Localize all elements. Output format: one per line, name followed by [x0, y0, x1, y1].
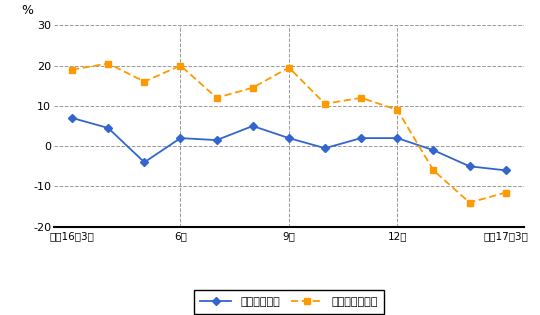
所定外労働時間 — [213, 96, 220, 100]
総実労働時間 — [105, 126, 111, 130]
所定外労働時間 — [249, 86, 256, 89]
所定外労働時間 — [69, 68, 75, 72]
総実労働時間 — [358, 136, 365, 140]
総実労働時間 — [430, 148, 437, 152]
Text: %: % — [21, 4, 33, 17]
総実労働時間 — [394, 136, 401, 140]
所定外労働時間 — [286, 66, 292, 69]
所定外労働時間 — [177, 64, 184, 67]
総実労働時間 — [249, 124, 256, 128]
Legend: 総実労働時間, 所定外労働時間: 総実労働時間, 所定外労働時間 — [194, 290, 384, 314]
所定外労働時間 — [322, 102, 328, 106]
所定外労働時間 — [358, 96, 365, 100]
総実労働時間 — [503, 169, 509, 172]
所定外労働時間 — [105, 62, 111, 66]
総実労働時間 — [322, 146, 328, 150]
所定外労働時間 — [430, 169, 437, 172]
総実労働時間 — [141, 160, 147, 164]
Line: 総実労働時間: 総実労働時間 — [69, 115, 509, 174]
総実労働時間 — [69, 116, 75, 120]
Line: 所定外労働時間: 所定外労働時間 — [69, 60, 509, 206]
総実労働時間 — [286, 136, 292, 140]
所定外労働時間 — [394, 108, 401, 112]
所定外労働時間 — [467, 201, 473, 204]
総実労働時間 — [467, 164, 473, 168]
所定外労働時間 — [503, 191, 509, 194]
所定外労働時間 — [141, 80, 147, 83]
総実労働時間 — [213, 138, 220, 142]
総実労働時間 — [177, 136, 184, 140]
